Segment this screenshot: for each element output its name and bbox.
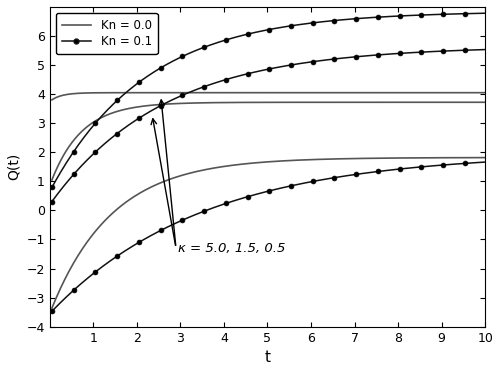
Y-axis label: Q(t): Q(t) bbox=[7, 153, 21, 180]
X-axis label: t: t bbox=[264, 350, 270, 365]
Text: κ = 5.0, 1.5, 0.5: κ = 5.0, 1.5, 0.5 bbox=[178, 242, 286, 255]
Legend: Kn = 0.0, Kn = 0.1: Kn = 0.0, Kn = 0.1 bbox=[56, 13, 158, 54]
